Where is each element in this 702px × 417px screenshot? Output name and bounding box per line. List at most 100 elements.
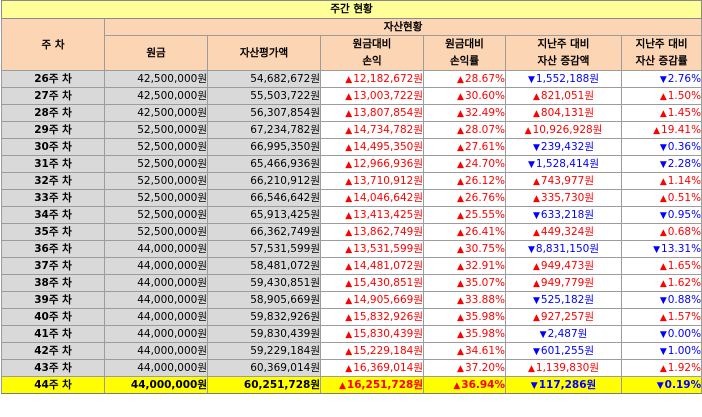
wow-amount-cell-value: 117,286원 <box>538 379 597 391</box>
pl-amount-cell-value: 13,862,749원 <box>353 226 423 238</box>
triangle-up-icon: ▲ <box>345 330 353 340</box>
pl-amount-cell-value: 12,182,672원 <box>353 73 423 85</box>
pl-rate-cell: ▲36.94% <box>423 376 506 394</box>
triangle-up-icon: ▲ <box>524 126 532 136</box>
pl-rate-cell: ▲30.75% <box>423 240 506 258</box>
principal-cell: 52,500,000원 <box>104 172 208 190</box>
triangle-up-icon: ▲ <box>457 296 464 306</box>
pl-rate-cell-value: 27.61% <box>464 141 505 153</box>
asset-value-cell: 56,307,854원 <box>207 104 321 122</box>
pl-rate-cell-value: 30.60% <box>464 90 505 102</box>
principal-cell: 42,500,000원 <box>104 104 208 122</box>
triangle-up-icon: ▲ <box>457 211 464 221</box>
asset-value-cell: 65,466,936원 <box>207 155 321 173</box>
table-row: 41주 차 44,000,000원 59,830,439원 ▲15,830,439원 ▲… <box>1 325 702 343</box>
triangle-up-icon: ▲ <box>345 313 353 323</box>
triangle-up-icon: ▲ <box>345 143 353 153</box>
triangle-up-icon: ▲ <box>345 296 353 306</box>
wow-amount-cell: ▲449,324원 <box>505 223 622 241</box>
triangle-up-icon: ▲ <box>345 279 353 289</box>
pl-rate-cell: ▲24.70% <box>423 155 506 173</box>
table-row: 43주 차 44,000,000원 60,369,014원 ▲16,369,014원 ▲… <box>1 359 702 377</box>
weekly-status-table: 주간 현황 주 차 자산현황 원금 자산평가액 원금대비 손익 원금대비 손익률… <box>0 0 702 394</box>
wow-amount-cell-value: 1,528,414원 <box>535 158 600 170</box>
triangle-up-icon: ▲ <box>532 313 540 323</box>
asset-value-cell: 59,430,851원 <box>207 274 321 292</box>
wow-amount-cell-value: 1,552,188원 <box>535 73 600 85</box>
triangle-up-icon: ▲ <box>659 364 667 374</box>
triangle-up-icon: ▲ <box>345 75 353 85</box>
pl-amount-cell-value: 14,046,642원 <box>353 192 423 204</box>
triangle-up-icon: ▲ <box>532 194 540 204</box>
triangle-up-icon: ▲ <box>345 160 353 170</box>
principal-cell: 42,500,000원 <box>104 70 208 88</box>
asset-value-cell: 67,234,782원 <box>207 121 321 139</box>
triangle-up-icon: ▲ <box>345 109 353 119</box>
wow-amount-cell-value: 10,926,928원 <box>532 124 603 136</box>
pl-amount-cell-value: 14,905,669원 <box>353 294 423 306</box>
table-row: 42주 차 44,000,000원 59,229,184원 ▲15,229,184원 ▲… <box>1 342 702 360</box>
principal-cell: 52,500,000원 <box>104 121 208 139</box>
wow-rate-cell-value: 2.28% <box>667 158 702 170</box>
wow-rate-cell: ▲1.57% <box>620 308 702 326</box>
pl-amount-cell-value: 13,531,599원 <box>353 243 423 255</box>
wow-rate-cell-value: 0.68% <box>667 226 702 238</box>
table-row: 34주 차 52,500,000원 65,913,425원 ▲13,413,425원 ▲… <box>1 206 702 224</box>
triangle-up-icon: ▲ <box>457 279 464 289</box>
triangle-down-icon: ▼ <box>659 347 667 357</box>
triangle-down-icon: ▼ <box>653 245 661 255</box>
triangle-down-icon: ▼ <box>539 330 547 340</box>
wow-amount-cell: ▼117,286원 <box>505 376 622 394</box>
pl-amount-cell-value: 15,832,926원 <box>353 311 423 323</box>
pl-amount-cell: ▲13,003,722원 <box>320 87 424 105</box>
wow-rate-cell-value: 1.57% <box>667 311 702 323</box>
wow-rate-cell: ▼0.95% <box>620 206 702 224</box>
pl-rate-cell-value: 36.94% <box>461 379 505 391</box>
triangle-down-icon: ▼ <box>659 160 667 170</box>
wow-rate-cell: ▲1.92% <box>620 359 702 377</box>
principal-cell: 44,000,000원 <box>104 359 208 377</box>
wow-rate-cell: ▼0.36% <box>620 138 702 156</box>
wow-rate-cell: ▲0.51% <box>620 189 702 207</box>
table-row: 40주 차 44,000,000원 59,832,926원 ▲15,832,926원 ▲… <box>1 308 702 326</box>
asset-value-cell: 58,481,072원 <box>207 257 321 275</box>
triangle-up-icon: ▲ <box>457 347 464 357</box>
triangle-up-icon: ▲ <box>527 364 535 374</box>
week-cell: 38주 차 <box>1 274 105 292</box>
wow-amount-cell: ▼525,182원 <box>505 291 622 309</box>
principal-cell: 44,000,000원 <box>104 325 208 343</box>
pl-amount-cell-value: 13,413,425원 <box>353 209 423 221</box>
header-principal: 원금 <box>104 35 208 71</box>
wow-amount-cell-value: 2,487원 <box>547 328 588 340</box>
pl-rate-cell-value: 26.76% <box>464 192 505 204</box>
table-row: 26주 차 42,500,000원 54,682,672원 ▲12,182,672원 ▲… <box>1 70 702 88</box>
wow-rate-cell: ▼1.00% <box>620 342 702 360</box>
wow-amount-cell-value: 949,779원 <box>540 277 594 289</box>
principal-cell: 52,500,000원 <box>104 223 208 241</box>
pl-amount-cell: ▲16,251,728원 <box>320 376 424 394</box>
triangle-down-icon: ▼ <box>527 75 535 85</box>
wow-amount-cell: ▲1,139,830원 <box>505 359 622 377</box>
triangle-up-icon: ▲ <box>457 313 464 323</box>
pl-amount-cell-value: 16,251,728원 <box>346 379 423 391</box>
wow-rate-cell-value: 1.50% <box>667 90 702 102</box>
wow-rate-cell-value: 0.88% <box>667 294 702 306</box>
triangle-up-icon: ▲ <box>659 177 667 187</box>
triangle-up-icon: ▲ <box>457 194 464 204</box>
wow-rate-cell: ▼2.76% <box>620 70 702 88</box>
wow-amount-cell: ▼1,528,414원 <box>505 155 622 173</box>
pl-amount-cell: ▲12,182,672원 <box>320 70 424 88</box>
triangle-up-icon: ▲ <box>532 92 540 102</box>
principal-cell: 44,000,000원 <box>104 274 208 292</box>
pl-amount-cell: ▲13,862,749원 <box>320 223 424 241</box>
asset-value-cell: 57,531,599원 <box>207 240 321 258</box>
table-body: 26주 차 42,500,000원 54,682,672원 ▲12,182,672원 ▲… <box>1 70 702 394</box>
week-cell: 37주 차 <box>1 257 105 275</box>
triangle-down-icon: ▼ <box>659 330 667 340</box>
pl-rate-cell-value: 30.75% <box>464 243 505 255</box>
header-pl-amount-line1: 원금대비 <box>352 38 392 50</box>
pl-amount-cell: ▲14,734,782원 <box>320 121 424 139</box>
header-wow-amount-line1: 지난주 대비 <box>537 38 590 50</box>
table-row: 29주 차 52,500,000원 67,234,782원 ▲14,734,782원 ▲… <box>1 121 702 139</box>
asset-value-cell: 59,832,926원 <box>207 308 321 326</box>
